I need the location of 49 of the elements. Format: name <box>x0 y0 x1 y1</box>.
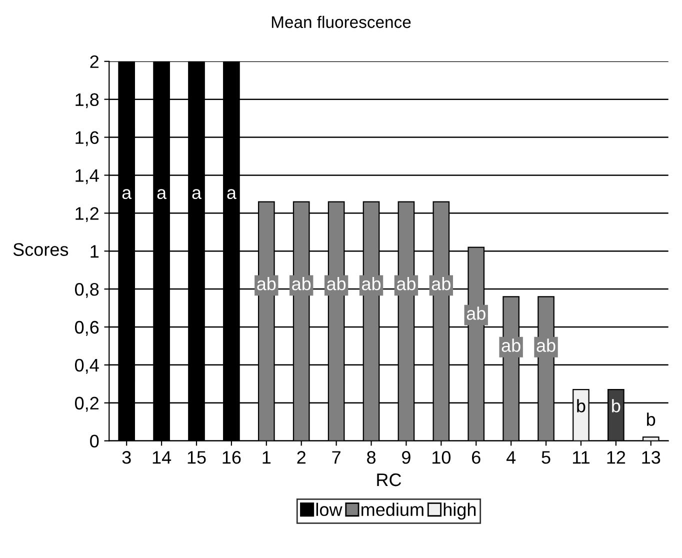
legend-label: high <box>444 502 476 520</box>
y-tick-label: 1,4 <box>76 169 99 184</box>
legend-label: medium <box>362 502 424 516</box>
data-label: b <box>612 399 620 412</box>
x-tick-label: 12 <box>607 451 626 464</box>
legend-label: low <box>316 502 342 516</box>
y-tick-label: 0 <box>90 434 99 448</box>
y-tick-label: 1,2 <box>76 207 98 222</box>
data-label: ab <box>466 306 486 320</box>
x-tick-label: 7 <box>332 451 340 464</box>
x-tick-label: 13 <box>642 451 660 464</box>
y-tick-label: 0,2 <box>75 396 98 412</box>
x-axis-title: RC <box>377 473 402 486</box>
data-label: a <box>122 189 132 200</box>
y-axis-title: Scores <box>13 243 68 256</box>
data-label: ab <box>362 277 381 290</box>
x-tick-label: 10 <box>432 451 451 464</box>
y-tick-label: 1 <box>90 245 99 258</box>
x-tick-label: 4 <box>506 451 516 464</box>
x-tick-label: 5 <box>542 451 550 464</box>
y-tick-label: 1,8 <box>76 93 99 108</box>
y-tick-label: 0,4 <box>75 358 99 374</box>
data-label: a <box>227 189 236 200</box>
data-label: ab <box>292 277 311 290</box>
data-label: a <box>192 189 202 200</box>
x-tick-label: 3 <box>122 451 131 464</box>
x-tick-label: 15 <box>188 451 206 464</box>
y-tick-label: 0,6 <box>75 320 99 336</box>
x-tick-label: 8 <box>367 451 376 464</box>
x-tick-label: 11 <box>572 451 590 464</box>
chart-title: Mean fluorescence <box>272 16 411 28</box>
data-label: ab <box>536 338 556 352</box>
data-label: ab <box>327 277 346 290</box>
x-tick-label: 2 <box>297 451 306 464</box>
data-label: ab <box>432 277 450 290</box>
data-label: ab <box>396 277 416 290</box>
y-tick-label: 0,8 <box>75 282 99 298</box>
y-tick-label: 1,6 <box>76 131 99 146</box>
x-tick-label: 9 <box>402 451 410 464</box>
x-tick-label: 14 <box>152 451 172 464</box>
data-label: b <box>647 412 656 426</box>
data-label: ab <box>257 277 276 290</box>
x-tick-label: 6 <box>472 451 480 464</box>
data-label: a <box>157 189 167 200</box>
y-tick-label: 2 <box>90 55 98 68</box>
x-tick-label: 1 <box>262 451 271 464</box>
data-label: b <box>577 399 586 412</box>
x-tick-label: 16 <box>222 451 241 464</box>
data-label: ab <box>502 338 520 352</box>
